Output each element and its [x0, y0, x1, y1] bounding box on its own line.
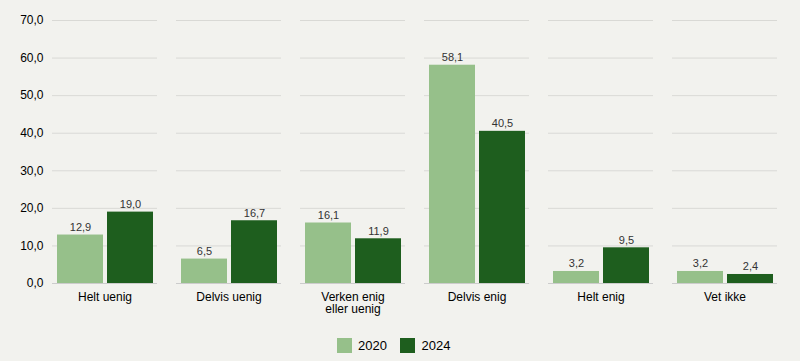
- svg-text:30,0: 30,0: [20, 164, 44, 178]
- html-text:2024: 2024: [421, 338, 451, 353]
- svg-text:2,4: 2,4: [743, 260, 758, 272]
- svg-text:Helt uenig: Helt uenig: [78, 290, 132, 304]
- svg-text:10,0: 10,0: [20, 239, 44, 253]
- svg-text:20,0: 20,0: [20, 201, 44, 215]
- svg-text:3,2: 3,2: [693, 257, 708, 269]
- svg-text:16,7: 16,7: [244, 207, 265, 219]
- svg-text:70,0: 70,0: [20, 13, 44, 27]
- svg-text:58,1: 58,1: [442, 51, 463, 63]
- svg-text:Vet ikke: Vet ikke: [704, 290, 746, 304]
- svg-text:6,5: 6,5: [197, 245, 212, 257]
- svg-text:9,5: 9,5: [619, 234, 634, 246]
- svg-text:40,0: 40,0: [20, 126, 44, 140]
- svg-text:Delvis uenig: Delvis uenig: [196, 290, 261, 304]
- svg-text:0,0: 0,0: [27, 276, 44, 290]
- svg-text:Helt enig: Helt enig: [577, 290, 624, 304]
- svg-text:12,9: 12,9: [70, 221, 91, 233]
- html-text:2020: 2020: [358, 338, 387, 353]
- svg-text:Delvis enig: Delvis enig: [448, 290, 507, 304]
- svg-text:16,1: 16,1: [318, 209, 339, 221]
- svg-text:3,2: 3,2: [569, 257, 584, 269]
- svg-text:60,0: 60,0: [20, 51, 44, 65]
- svg-text:50,0: 50,0: [20, 88, 44, 102]
- svg-text:11,9: 11,9: [368, 225, 389, 237]
- svg-text:19,0: 19,0: [120, 198, 141, 210]
- svg-text:40,5: 40,5: [492, 117, 513, 129]
- svg-text:Verken enigeller uenig: Verken enigeller uenig: [321, 290, 384, 316]
